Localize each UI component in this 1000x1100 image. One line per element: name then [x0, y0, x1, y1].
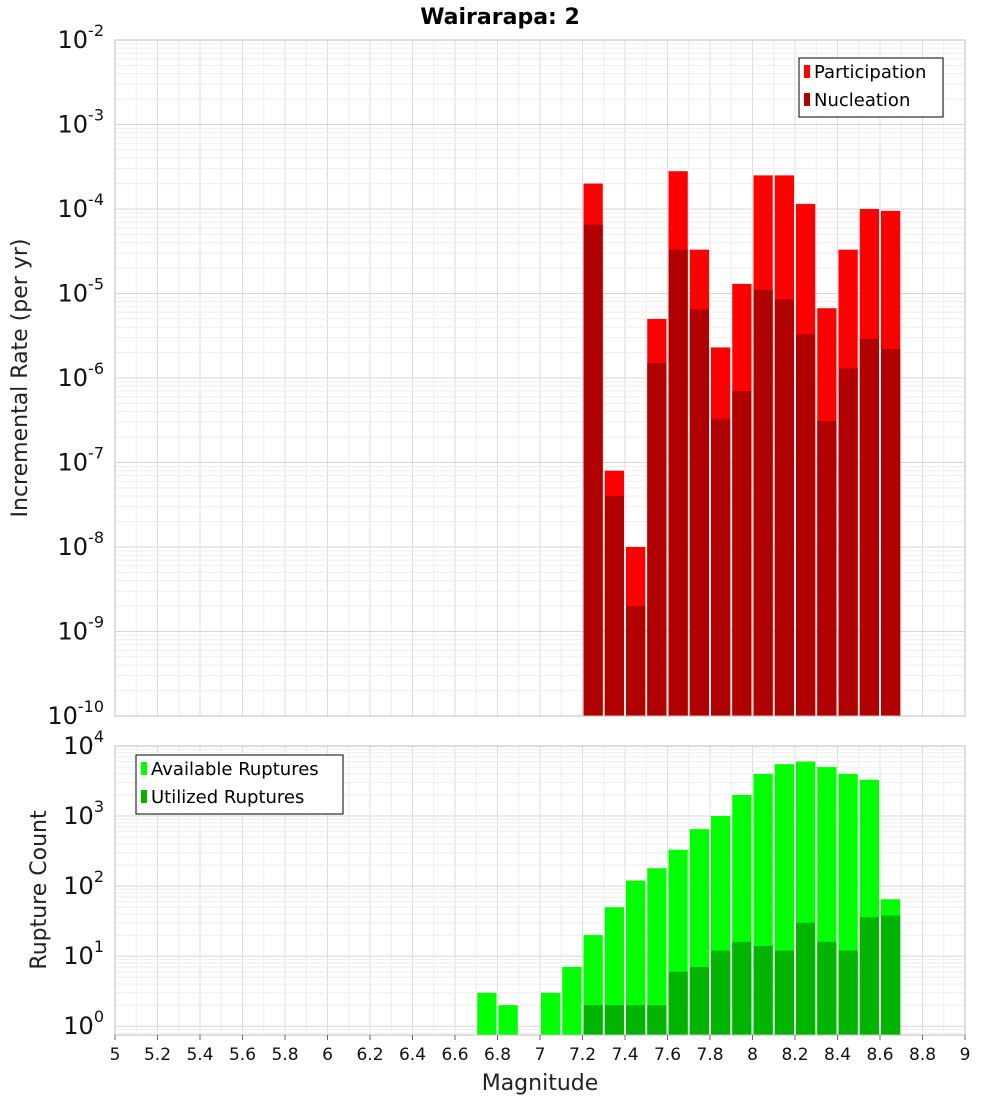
- x-tick-label: 7.2: [569, 1045, 596, 1065]
- bottom-bar-b: [583, 1005, 603, 1035]
- bottom-legend-swatch: [141, 790, 147, 803]
- top-y-tick-label: 10-9: [58, 613, 105, 646]
- x-tick-label: 8.4: [824, 1045, 851, 1065]
- x-tick-label: 8.2: [781, 1045, 808, 1065]
- bottom-bar-b: [753, 945, 773, 1035]
- bottom-bar-a: [626, 880, 646, 1035]
- top-bar-b: [626, 606, 646, 716]
- top-legend-label: Nucleation: [814, 90, 910, 111]
- x-tick-label: 7: [535, 1045, 546, 1065]
- top-y-tick-label: 10-8: [58, 528, 105, 561]
- x-tick-label: 6.8: [484, 1045, 511, 1065]
- bottom-bar-b: [881, 915, 901, 1035]
- top-y-tick-label: 10-2: [58, 21, 105, 54]
- x-tick-label: 8.6: [866, 1045, 893, 1065]
- bottom-legend-label: Utilized Ruptures: [151, 787, 304, 808]
- bottom-series-1: [583, 915, 901, 1035]
- x-tick-label: 5.8: [271, 1045, 298, 1065]
- top-bar-b: [732, 391, 752, 716]
- x-tick-label: 8.8: [909, 1045, 936, 1065]
- bottom-bar-b: [817, 941, 837, 1035]
- bottom-bar-b: [689, 967, 709, 1035]
- top-bar-b: [647, 363, 667, 716]
- top-bar-b: [753, 290, 773, 716]
- top-grid: [114, 40, 966, 717]
- top-bar-b: [689, 309, 709, 716]
- top-y-tick-label: 10-4: [58, 190, 105, 223]
- x-tick-label: 7.4: [611, 1045, 638, 1065]
- top-frame: [114, 39, 966, 717]
- top-legend-swatch: [804, 93, 810, 106]
- top-panel: 10-2 10-3 10-4 10-5 10-6 10-7 10-8 10-9 10-10 Par…: [47, 21, 966, 730]
- top-y-tick-label: 10-6: [58, 359, 105, 392]
- bottom-bar-b: [732, 941, 752, 1035]
- bottom-bar-b: [604, 1005, 624, 1035]
- top-y-tick-label: 10-5: [58, 275, 105, 308]
- x-tick-label: 5.4: [186, 1045, 213, 1065]
- top-series-1: [583, 224, 901, 716]
- top-y-axis-label: Incremental Rate (per yr): [8, 239, 33, 518]
- top-bar-b: [817, 420, 837, 716]
- x-tick-label: 6.2: [356, 1045, 383, 1065]
- x-tick-label: 7.8: [696, 1045, 723, 1065]
- top-y-tick-label: 10-10: [47, 697, 104, 730]
- top-legend-label: Participation: [814, 62, 926, 83]
- bottom-bar-a: [604, 907, 624, 1035]
- bottom-y-tick-label: 102: [63, 867, 104, 900]
- x-tick-label: 9: [960, 1045, 971, 1065]
- bottom-legend-swatch: [141, 762, 147, 775]
- bottom-bar-b: [668, 971, 688, 1035]
- bottom-bar-b: [838, 950, 858, 1035]
- bottom-bar-b: [626, 1005, 646, 1035]
- top-legend-box: [798, 57, 944, 118]
- top-bar-b: [796, 334, 816, 716]
- bottom-bar-a: [647, 868, 667, 1035]
- bottom-bar-b: [711, 950, 731, 1035]
- bottom-bar-b: [859, 917, 879, 1035]
- bottom-legend-box: [135, 754, 344, 815]
- x-tick-label: 6.4: [399, 1045, 426, 1065]
- top-bar-b: [838, 368, 858, 716]
- x-ticks: 5 5.2 5.4 5.6 5.8 6 6.2 6.4 6.6 6.8 7 7.2 7.4 7.6 7.8 8…: [110, 1035, 971, 1065]
- top-legend-swatch: [804, 65, 810, 78]
- bottom-bar-b: [774, 950, 794, 1035]
- x-tick-label: 6.6: [441, 1045, 468, 1065]
- bottom-panel: 104 103 102 101 100 5 5.2 5.4 5.6 5.8 6 6.2 6.4 6.6 6.…: [63, 727, 970, 1065]
- bottom-y-axis-label: Rupture Count: [27, 810, 52, 970]
- top-bar-b: [859, 338, 879, 716]
- x-axis-label: Magnitude: [482, 1071, 599, 1096]
- bottom-legend: Available Ruptures Utilized Ruptures: [135, 754, 344, 815]
- bottom-y-tick-label: 104: [63, 727, 104, 760]
- bottom-bar-a: [477, 992, 497, 1035]
- bottom-y-tick-label: 100: [63, 1007, 104, 1040]
- top-bar-b: [711, 418, 731, 716]
- top-bar-b: [583, 224, 603, 716]
- top-bar-b: [774, 299, 794, 716]
- x-tick-label: 6: [322, 1045, 333, 1065]
- chart-title: Wairarapa: 2: [420, 5, 580, 30]
- bottom-bar-a: [562, 967, 582, 1035]
- top-legend: Participation Nucleation: [798, 57, 944, 118]
- top-bar-b: [668, 249, 688, 716]
- x-tick-label: 8: [747, 1045, 758, 1065]
- bottom-legend-label: Available Ruptures: [151, 759, 319, 780]
- bottom-y-tick-label: 101: [63, 937, 104, 970]
- bottom-bar-a: [541, 992, 561, 1035]
- bottom-bar-b: [796, 922, 816, 1035]
- top-bar-b: [881, 349, 901, 716]
- x-tick-label: 5: [110, 1045, 121, 1065]
- bottom-bar-b: [647, 1005, 667, 1035]
- top-y-tick-label: 10-7: [58, 444, 105, 477]
- x-tick-label: 5.6: [229, 1045, 256, 1065]
- x-tick-label: 7.6: [654, 1045, 681, 1065]
- bottom-bar-a: [498, 1005, 518, 1035]
- bottom-y-tick-label: 103: [63, 797, 104, 830]
- x-tick-label: 5.2: [144, 1045, 171, 1065]
- top-bar-b: [604, 496, 624, 716]
- top-y-tick-label: 10-3: [58, 106, 105, 139]
